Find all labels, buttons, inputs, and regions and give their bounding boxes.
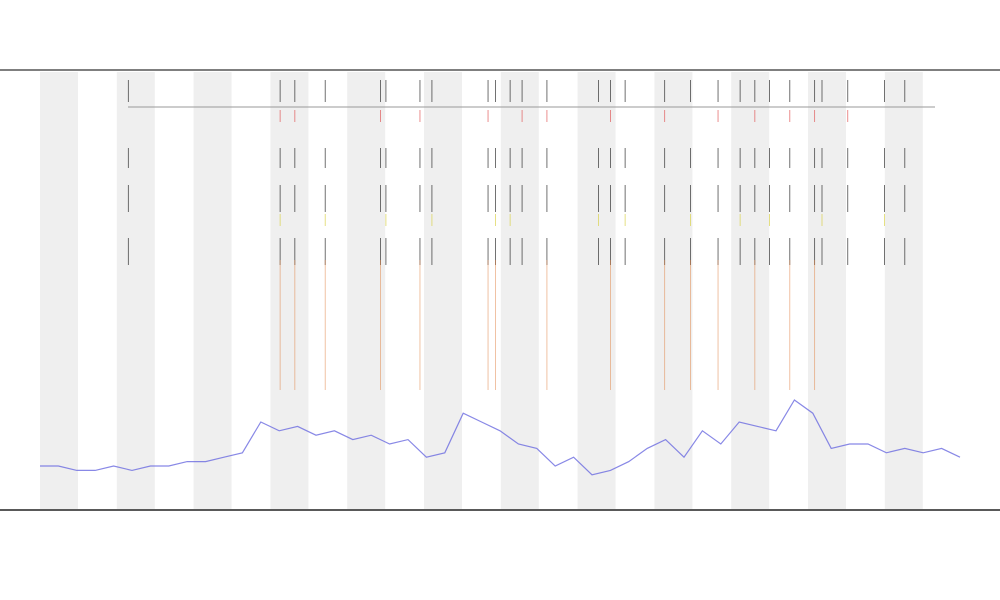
band: [270, 72, 309, 509]
background-bands: [40, 72, 923, 509]
signal-line: [40, 399, 961, 476]
band: [116, 72, 155, 509]
band: [347, 72, 386, 509]
band: [424, 72, 462, 509]
band: [40, 72, 78, 509]
band: [193, 72, 232, 509]
band: [731, 72, 770, 509]
band: [808, 72, 846, 509]
band: [500, 72, 539, 509]
band: [577, 72, 616, 509]
band: [654, 72, 693, 509]
band: [884, 72, 923, 509]
